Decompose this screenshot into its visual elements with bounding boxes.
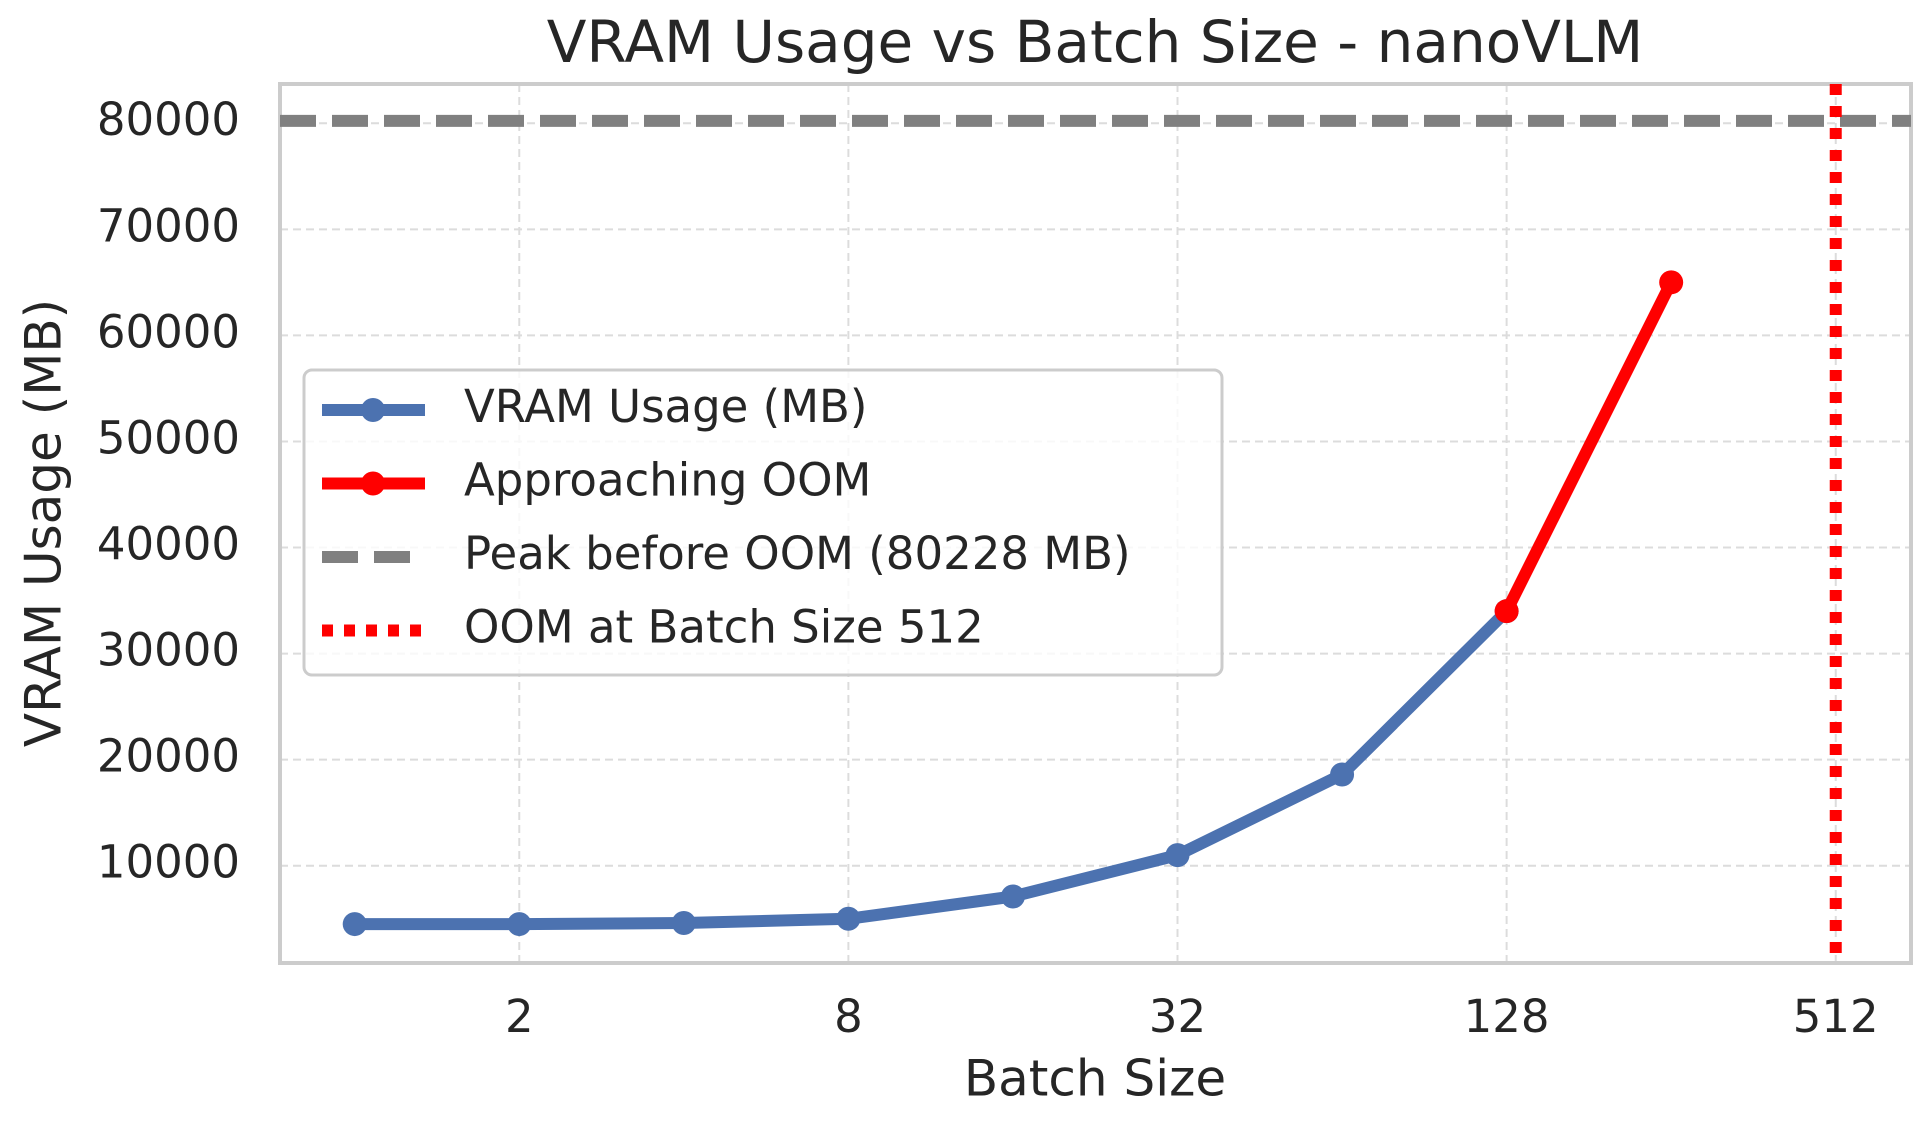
- legend-label: Peak before OOM (80228 MB): [464, 527, 1131, 580]
- legend-box: [302, 368, 1224, 677]
- x-axis-label: Batch Size: [964, 1050, 1226, 1108]
- series-line: [354, 606, 1511, 931]
- legend-label: Approaching OOM: [464, 454, 871, 507]
- y-tick-label: 50000: [97, 411, 240, 464]
- y-axis-label: VRAM Usage (MB): [15, 299, 73, 747]
- x-tick-label: 2: [505, 990, 534, 1043]
- data-point: [1165, 843, 1190, 868]
- data-point: [507, 912, 532, 937]
- legend-label: VRAM Usage (MB): [464, 380, 867, 433]
- data-point: [836, 906, 861, 931]
- data-point: [1659, 270, 1684, 295]
- x-tick-label: 128: [1464, 990, 1550, 1043]
- x-tick-label: 512: [1793, 990, 1879, 1043]
- y-tick-label: 10000: [97, 836, 240, 889]
- series-line: [1501, 279, 1677, 614]
- y-tick-label: 70000: [97, 199, 240, 252]
- y-tick-label: 80000: [97, 93, 240, 146]
- y-tick-label: 40000: [97, 518, 240, 571]
- data-point: [1000, 884, 1025, 909]
- data-point: [1330, 762, 1355, 787]
- x-tick-label: 32: [1149, 990, 1206, 1043]
- legend-label: OOM at Batch Size 512: [464, 601, 984, 654]
- plot-frame: [278, 82, 1913, 965]
- x-tick-label: 8: [834, 990, 863, 1043]
- chart-title: VRAM Usage vs Batch Size - nanoVLM: [547, 8, 1644, 76]
- legend-marker: [361, 398, 385, 422]
- y-tick-label: 60000: [97, 305, 240, 358]
- data-point: [1494, 599, 1519, 624]
- data-point: [671, 911, 696, 936]
- y-tick-label: 20000: [97, 730, 240, 783]
- legend-marker: [361, 471, 385, 496]
- data-point: [342, 912, 367, 937]
- y-tick-label: 30000: [97, 624, 240, 677]
